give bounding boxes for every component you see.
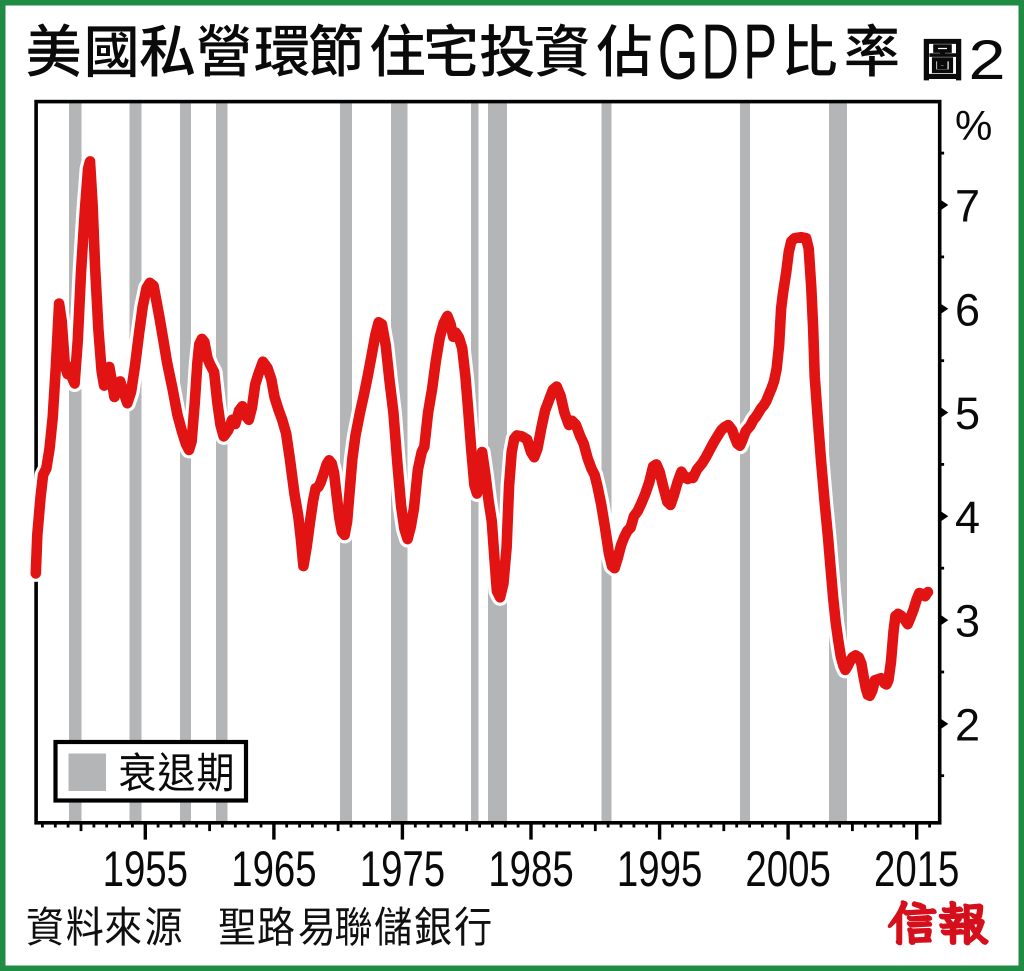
- svg-text:2005: 2005: [745, 840, 830, 897]
- svg-text:4: 4: [955, 492, 980, 543]
- svg-text:7: 7: [955, 181, 980, 232]
- svg-text:1985: 1985: [488, 840, 573, 897]
- svg-text:1955: 1955: [103, 840, 188, 897]
- svg-text:2015: 2015: [874, 840, 959, 897]
- svg-text:D: D: [701, 9, 739, 96]
- svg-text:G: G: [658, 9, 699, 96]
- svg-text:%: %: [955, 102, 992, 149]
- svg-text:1975: 1975: [360, 840, 445, 897]
- svg-text:2: 2: [955, 700, 980, 751]
- svg-text:1995: 1995: [617, 840, 702, 897]
- svg-text:P: P: [743, 7, 777, 95]
- svg-text:5: 5: [955, 388, 980, 439]
- svg-text:2: 2: [969, 29, 1006, 91]
- svg-text:6: 6: [955, 284, 980, 335]
- svg-text:1965: 1965: [231, 840, 316, 897]
- svg-text:3: 3: [955, 596, 980, 647]
